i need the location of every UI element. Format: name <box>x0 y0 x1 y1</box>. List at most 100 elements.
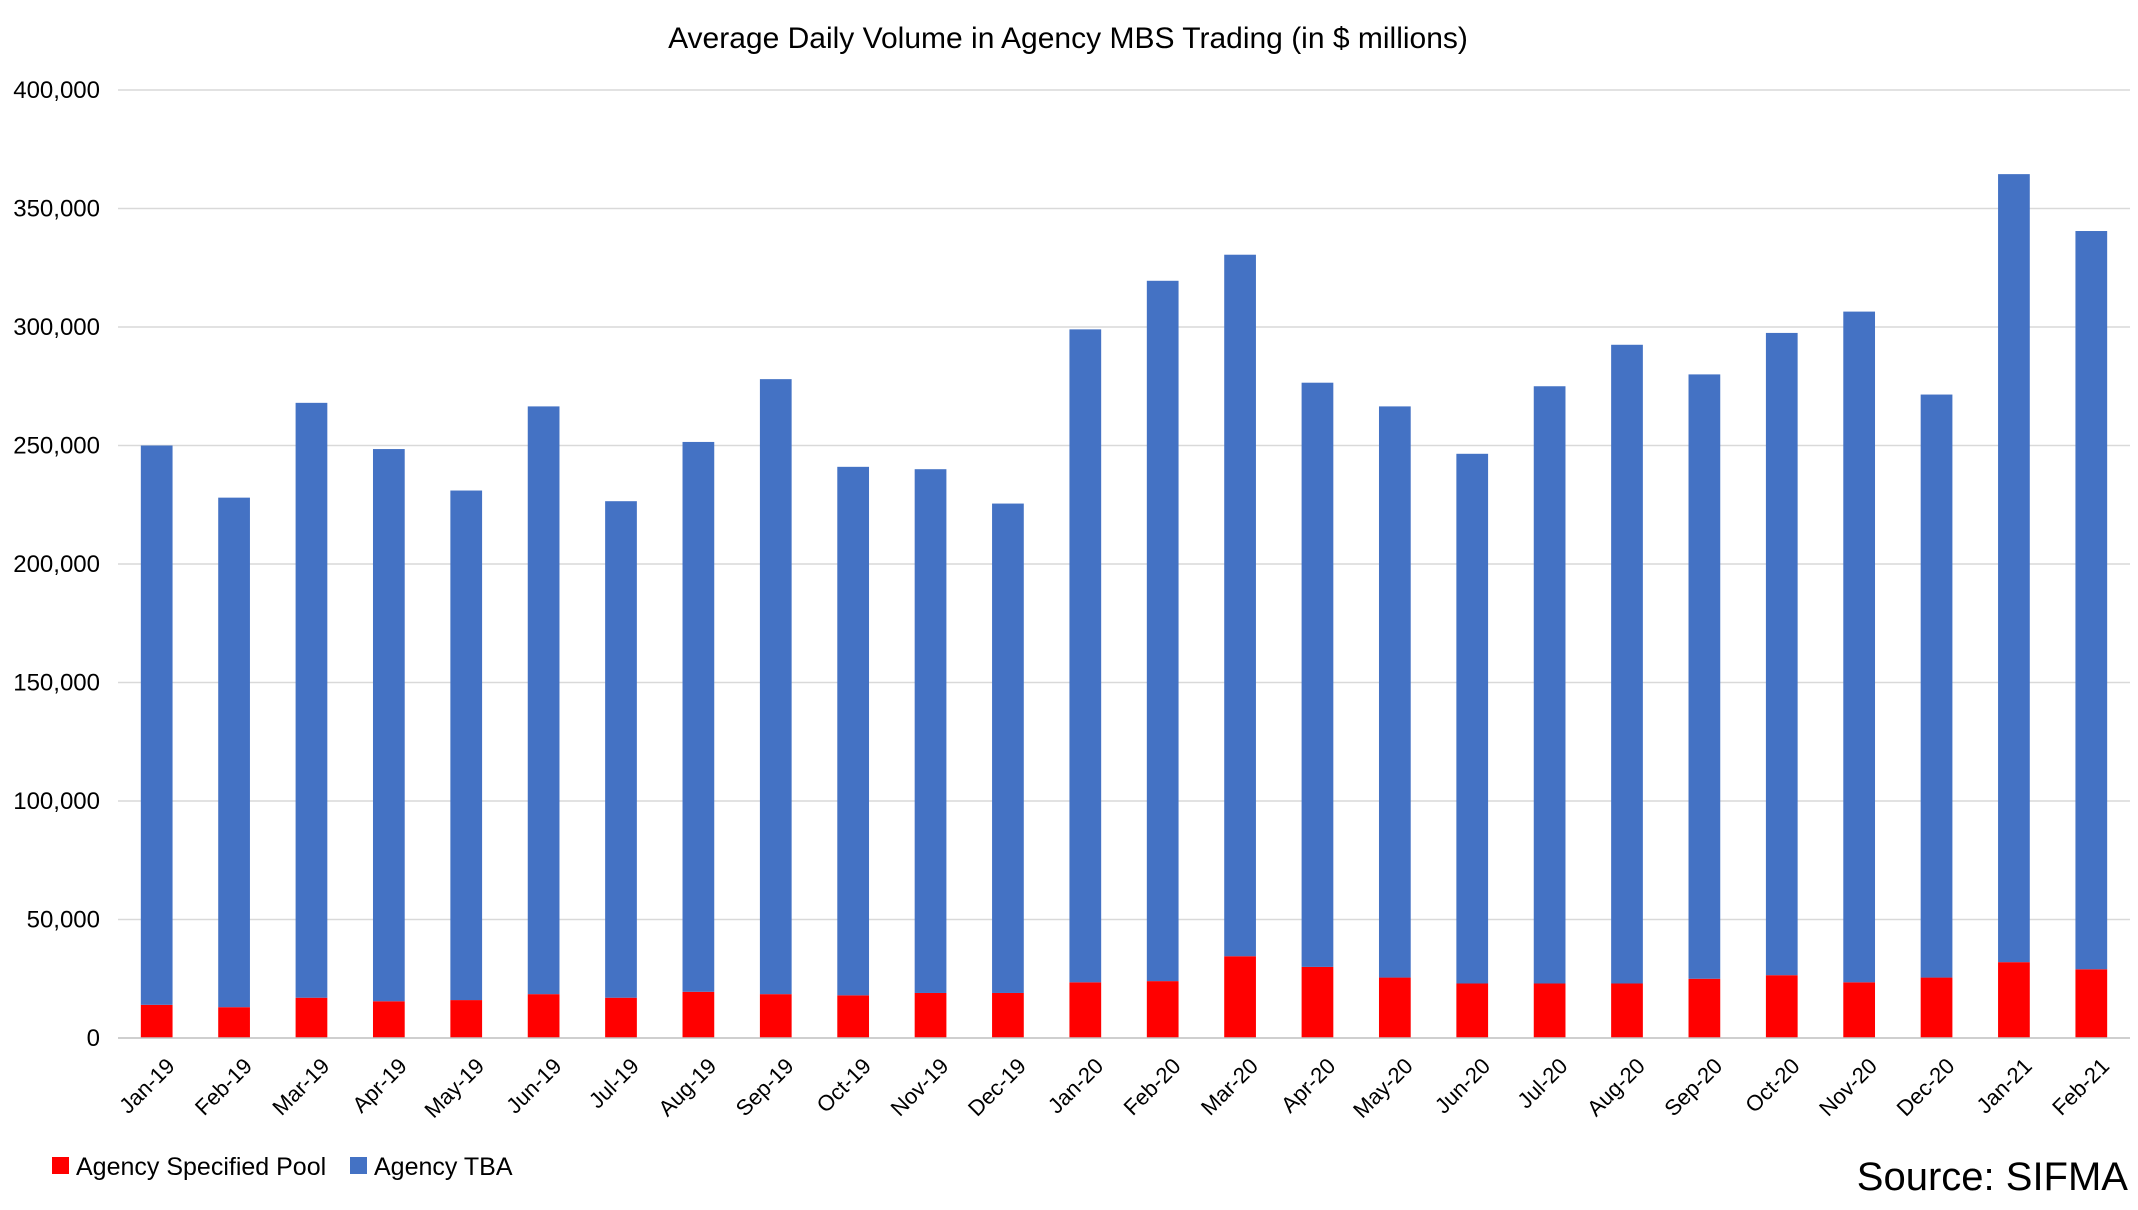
bar-specified-pool[interactable] <box>527 994 560 1038</box>
bar-tba[interactable] <box>605 501 637 998</box>
x-tick-label: Dec-20 <box>1892 1053 1960 1121</box>
bar-tba[interactable] <box>992 503 1024 993</box>
bar-specified-pool[interactable] <box>372 1001 405 1038</box>
x-tick-label: Dec-19 <box>963 1053 1031 1121</box>
x-tick-label: Apr-19 <box>347 1053 411 1117</box>
legend-item-tba[interactable]: Agency TBA <box>350 1153 513 1181</box>
bar-specified-pool[interactable] <box>992 992 1024 1038</box>
bar-tba[interactable] <box>1146 280 1179 982</box>
bar-tba[interactable] <box>295 402 328 998</box>
gridlines <box>118 89 2130 921</box>
bar-specified-pool[interactable] <box>140 1004 173 1038</box>
x-tick-label: Sep-20 <box>1659 1053 1727 1121</box>
x-tick-label: Jan-21 <box>1972 1053 2037 1118</box>
x-tick-label: Jan-19 <box>114 1053 179 1118</box>
bar-specified-pool[interactable] <box>837 995 870 1038</box>
bar-specified-pool[interactable] <box>1456 983 1489 1038</box>
x-tick-label: Feb-21 <box>2047 1053 2114 1120</box>
legend-swatch-specified-pool <box>52 1157 69 1174</box>
bar-tba[interactable] <box>1378 406 1411 978</box>
bar-specified-pool[interactable] <box>1611 983 1643 1038</box>
bar-specified-pool[interactable] <box>450 1000 483 1038</box>
bar-tba[interactable] <box>372 449 405 1002</box>
x-tick-label: Jan-20 <box>1043 1053 1108 1118</box>
bar-tba[interactable] <box>1920 394 1953 978</box>
x-tick-label: Apr-20 <box>1276 1053 1340 1117</box>
legend-label-specified-pool: Agency Specified Pool <box>76 1153 326 1181</box>
bar-tba[interactable] <box>682 441 715 992</box>
x-tick-label: Aug-19 <box>653 1053 721 1121</box>
bar-specified-pool[interactable] <box>1533 983 1566 1038</box>
bar-specified-pool[interactable] <box>295 997 328 1038</box>
bar-specified-pool[interactable] <box>605 997 637 1038</box>
bar-tba[interactable] <box>1843 311 1876 983</box>
x-tick-label: Jul-20 <box>1512 1053 1572 1113</box>
x-tick-label: Feb-20 <box>1119 1053 1186 1120</box>
bar-specified-pool[interactable] <box>1301 966 1334 1038</box>
bar-specified-pool[interactable] <box>1224 956 1256 1038</box>
y-tick-label: 250,000 <box>13 433 100 460</box>
bar-specified-pool[interactable] <box>682 991 715 1038</box>
x-tick-label: Oct-20 <box>1740 1053 1804 1117</box>
bar-tba[interactable] <box>1688 374 1721 979</box>
y-tick-label: 350,000 <box>13 196 100 223</box>
x-tick-label: Sep-19 <box>731 1053 799 1121</box>
bar-tba[interactable] <box>140 445 173 1005</box>
bar-tba[interactable] <box>1224 254 1256 957</box>
bar-tba[interactable] <box>1611 344 1643 984</box>
legend: Agency Specified Pool Agency TBA <box>52 1153 513 1181</box>
bar-tba[interactable] <box>1069 329 1102 983</box>
bar-tba[interactable] <box>2075 231 2108 970</box>
y-axis-tick-labels: 0 50,000 100,000 150,000 200,000 250,000 300,0… <box>13 77 100 1052</box>
y-tick-label: 50,000 <box>27 907 100 934</box>
bar-specified-pool[interactable] <box>1843 982 1876 1038</box>
bar-specified-pool[interactable] <box>914 992 947 1038</box>
y-tick-label: 150,000 <box>13 670 100 697</box>
x-tick-label: Nov-20 <box>1814 1053 1882 1121</box>
legend-label-tba: Agency TBA <box>374 1153 513 1181</box>
bars <box>140 174 2108 1038</box>
x-tick-label: Jun-19 <box>501 1053 566 1118</box>
bar-tba[interactable] <box>1998 174 2030 963</box>
x-tick-label: Feb-19 <box>190 1053 257 1120</box>
bar-tba[interactable] <box>450 490 483 1001</box>
bar-specified-pool[interactable] <box>1920 977 1953 1038</box>
bar-specified-pool[interactable] <box>218 1007 250 1038</box>
y-tick-label: 200,000 <box>13 551 100 578</box>
bar-tba[interactable] <box>1301 382 1334 967</box>
bar-specified-pool[interactable] <box>1069 982 1102 1038</box>
bar-tba[interactable] <box>837 466 870 996</box>
bar-tba[interactable] <box>1765 332 1798 976</box>
bar-tba[interactable] <box>1456 453 1489 984</box>
x-tick-label: Nov-19 <box>886 1053 954 1121</box>
x-axis-tick-labels: Jan-19 Feb-19 Mar-19 Apr-19 May-19 Jun-19 Jul-… <box>114 1053 2114 1123</box>
bar-specified-pool[interactable] <box>1998 962 2030 1038</box>
x-tick-label: May-19 <box>420 1053 490 1123</box>
bar-tba[interactable] <box>527 406 560 995</box>
x-tick-label: Jul-19 <box>584 1053 644 1113</box>
bar-specified-pool[interactable] <box>1378 977 1411 1038</box>
bar-tba[interactable] <box>759 379 792 995</box>
x-tick-label: Jun-20 <box>1430 1053 1495 1118</box>
chart-title: Average Daily Volume in Agency MBS Tradi… <box>668 22 1468 55</box>
x-tick-label: Mar-19 <box>267 1053 334 1120</box>
bar-specified-pool[interactable] <box>1688 978 1721 1038</box>
bar-specified-pool[interactable] <box>2075 969 2108 1038</box>
bar-specified-pool[interactable] <box>759 994 792 1038</box>
legend-swatch-tba <box>350 1157 367 1174</box>
legend-item-specified-pool[interactable]: Agency Specified Pool <box>52 1153 326 1181</box>
y-tick-label: 300,000 <box>13 314 100 341</box>
x-tick-label: Aug-20 <box>1582 1053 1650 1121</box>
x-tick-label: Mar-20 <box>1196 1053 1263 1120</box>
bar-tba[interactable] <box>1533 386 1566 984</box>
bar-tba[interactable] <box>218 497 250 1008</box>
x-tick-label: May-20 <box>1348 1053 1418 1123</box>
x-tick-label: Oct-19 <box>812 1053 876 1117</box>
y-tick-label: 400,000 <box>13 77 100 104</box>
y-tick-label: 0 <box>87 1025 100 1052</box>
bar-tba[interactable] <box>914 469 947 993</box>
source-note: Source: SIFMA <box>1857 1155 2129 1199</box>
bar-specified-pool[interactable] <box>1765 975 1798 1038</box>
bar-specified-pool[interactable] <box>1146 981 1179 1038</box>
